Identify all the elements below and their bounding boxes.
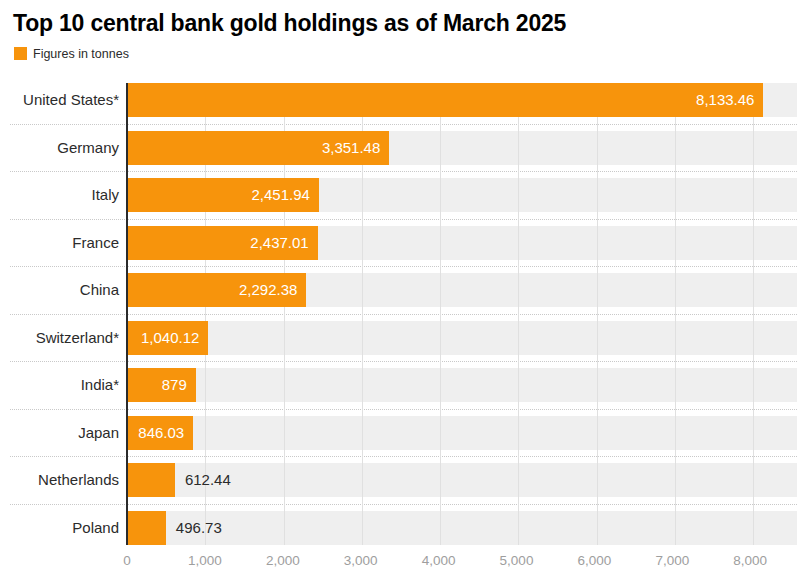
category-label: India* [0,368,127,402]
bar-track: 496.73 [127,511,797,545]
x-axis: 0 1,000 2,000 3,000 4,000 5,000 6,000 7,000 8,00… [0,552,794,570]
value-label: 879 [162,368,187,402]
x-tick-label: 4,000 [422,552,456,570]
bar-row: Switzerland* 1,040.12 [0,321,797,355]
value-label: 846.03 [138,416,184,450]
bar-track: 2,451.94 [127,178,797,212]
category-label: Japan [0,416,127,450]
legend-label: Figures in tonnes [33,47,129,61]
bar-row: Germany 3,351.48 [0,131,797,165]
value-label: 8,133.46 [696,83,754,117]
value-label: 3,351.48 [322,131,380,165]
category-label: Germany [0,131,127,165]
bar[interactable] [127,511,166,545]
x-tick-label: 8,000 [733,552,767,570]
category-label: Poland [0,511,127,545]
bar-chart: United States* 8,133.46 Germany 3,351.48… [0,83,797,570]
value-label: 496.73 [176,511,222,545]
bar-row: Japan 846.03 [0,416,797,450]
category-label: France [0,226,127,260]
bar-row: China 2,292.38 [0,273,797,307]
x-tick-label: 5,000 [500,552,534,570]
bar-row: Poland 496.73 [0,511,797,545]
category-label: United States* [0,83,127,117]
value-label: 1,040.12 [141,321,199,355]
bar-track: 3,351.48 [127,131,797,165]
legend: Figures in tonnes [14,47,800,60]
bar[interactable] [127,463,175,497]
bar-track: 2,292.38 [127,273,797,307]
value-label: 612.44 [185,463,231,497]
chart-title: Top 10 central bank gold holdings as of … [13,10,800,37]
bar-row: Italy 2,451.94 [0,178,797,212]
y-axis-line [126,83,128,545]
bar-row: United States* 8,133.46 [0,83,797,117]
x-axis-labels: 01,0002,0003,0004,0005,0006,0007,0008,00… [127,552,794,570]
bar-track: 879 [127,368,797,402]
x-tick-label: 3,000 [344,552,378,570]
category-label: Switzerland* [0,321,127,355]
bar[interactable] [127,83,763,117]
x-tick-label: 1,000 [188,552,222,570]
category-label: China [0,273,127,307]
bar-row: France 2,437.01 [0,226,797,260]
category-label: Netherlands [0,463,127,497]
plot-area: United States* 8,133.46 Germany 3,351.48… [0,83,797,545]
bar-track: 2,437.01 [127,226,797,260]
value-label: 2,451.94 [251,178,309,212]
value-label: 2,292.38 [239,273,297,307]
x-tick-label: 0 [123,552,131,570]
bar-track: 1,040.12 [127,321,797,355]
bar-row: Netherlands 612.44 [0,463,797,497]
x-tick-label: 6,000 [578,552,612,570]
x-tick-label: 2,000 [266,552,300,570]
value-label: 2,437.01 [250,226,308,260]
bar-row: India* 879 [0,368,797,402]
bar-track: 846.03 [127,416,797,450]
bar-track: 612.44 [127,463,797,497]
bar-track: 8,133.46 [127,83,797,117]
x-tick-label: 7,000 [655,552,689,570]
chart-card: Top 10 central bank gold holdings as of … [0,0,800,586]
legend-swatch-icon [14,47,27,60]
category-label: Italy [0,178,127,212]
